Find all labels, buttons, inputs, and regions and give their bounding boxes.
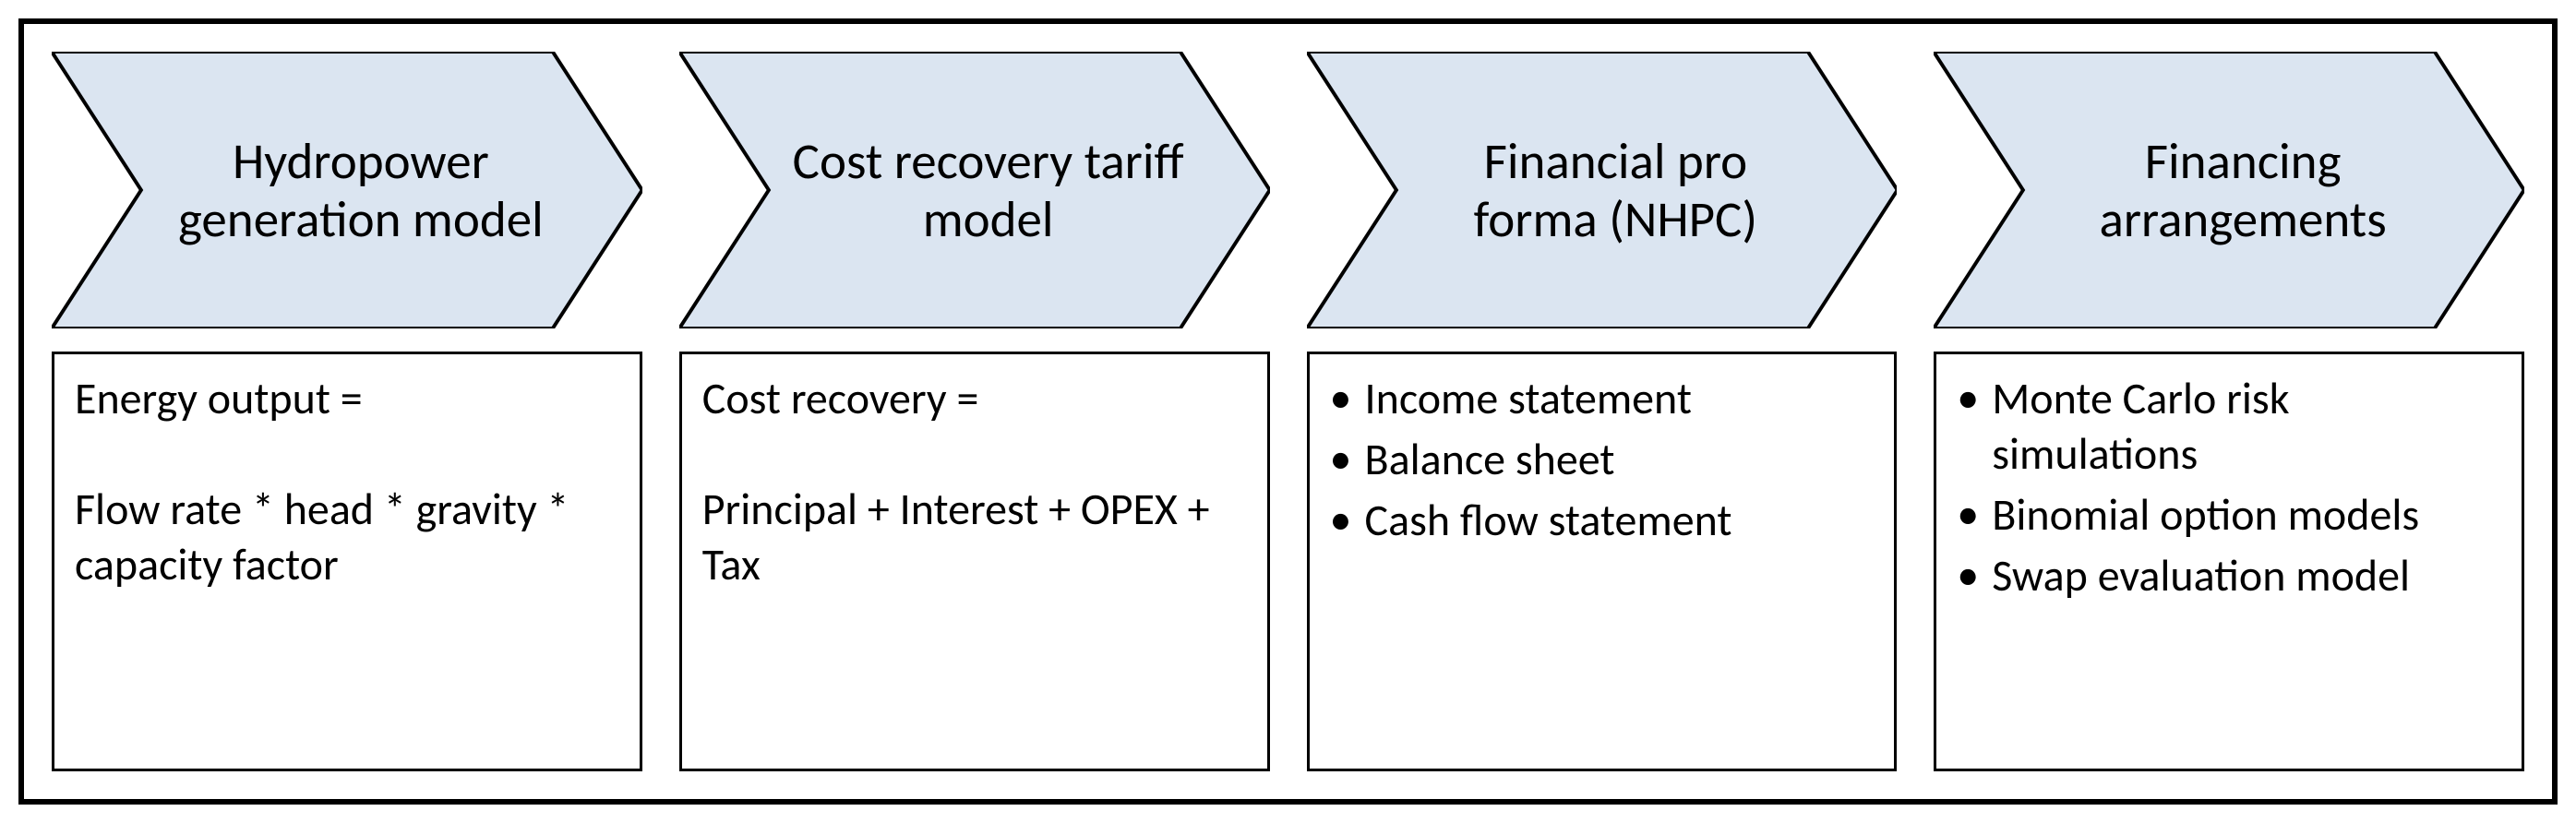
step-column-3: Financial pro forma (NHPC) Income statem… [1307, 52, 1898, 771]
list-item: Income statement [1330, 371, 1875, 426]
detail-box-4: Monte Carlo risk simulations Binomial op… [1934, 352, 2524, 771]
detail-text-2: Cost recovery = Principal + Interest + O… [702, 371, 1247, 592]
diagram-container: Hydropower generation model Energy outpu… [18, 18, 2558, 805]
detail-list-4: Monte Carlo risk simulations Binomial op… [1957, 371, 2501, 603]
detail-box-3: Income statement Balance sheet Cash flow… [1307, 352, 1898, 771]
chevron-4: Financing arrangements [1934, 52, 2524, 328]
step-column-2: Cost recovery tariff model Cost recovery… [679, 52, 1270, 771]
chevron-label-4: Financing arrangements [1934, 52, 2524, 328]
detail-box-2: Cost recovery = Principal + Interest + O… [679, 352, 1270, 771]
detail-box-1: Energy output = Flow rate * head * gravi… [52, 352, 642, 771]
chevron-2: Cost recovery tariff model [679, 52, 1270, 328]
step-column-4: Financing arrangements Monte Carlo risk … [1934, 52, 2524, 771]
chevron-1: Hydropower generation model [52, 52, 642, 328]
list-item: Balance sheet [1330, 432, 1875, 487]
list-item: Cash flow statement [1330, 493, 1875, 548]
step-column-1: Hydropower generation model Energy outpu… [52, 52, 642, 771]
chevron-3: Financial pro forma (NHPC) [1307, 52, 1898, 328]
list-item: Monte Carlo risk simulations [1957, 371, 2501, 482]
chevron-label-1: Hydropower generation model [52, 52, 642, 328]
chevron-label-3: Financial pro forma (NHPC) [1307, 52, 1898, 328]
list-item: Binomial option models [1957, 487, 2501, 543]
list-item: Swap evaluation model [1957, 548, 2501, 603]
chevron-label-2: Cost recovery tariff model [679, 52, 1270, 328]
detail-text-1: Energy output = Flow rate * head * gravi… [75, 371, 619, 592]
detail-list-3: Income statement Balance sheet Cash flow… [1330, 371, 1875, 548]
